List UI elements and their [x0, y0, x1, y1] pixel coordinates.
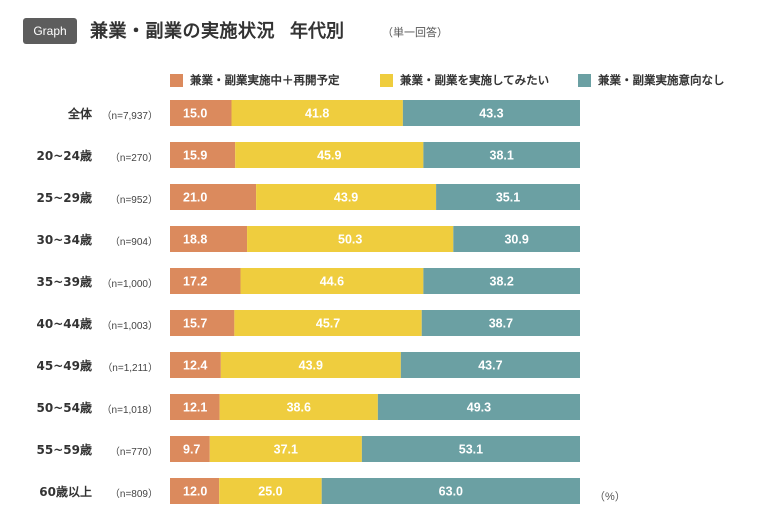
data-label: 38.7	[489, 317, 513, 331]
data-label: 38.6	[287, 401, 311, 415]
data-label: 45.7	[316, 317, 340, 331]
bar-segment	[402, 100, 580, 126]
data-label: 49.3	[467, 401, 491, 415]
category-label: 45~49歳	[36, 359, 92, 373]
bar-segment	[321, 478, 580, 504]
sample-size-label: （n=952）	[109, 195, 158, 206]
bar-segment	[170, 268, 241, 294]
sample-size-label: （n=1,003）	[101, 321, 158, 332]
bar-segment	[240, 268, 424, 294]
bar-segment	[170, 100, 232, 126]
category-label: 20~24歳	[36, 149, 92, 163]
sample-size-label: （n=770）	[109, 447, 158, 458]
data-label: 43.9	[299, 359, 323, 373]
sample-size-label: （n=270）	[109, 153, 158, 164]
data-label: 18.8	[183, 233, 207, 247]
bar-segment	[170, 310, 235, 336]
unit-label: （%）	[594, 491, 626, 503]
bar-segment	[170, 352, 221, 378]
category-label: 30~34歳	[36, 233, 92, 247]
data-label: 37.1	[274, 443, 298, 457]
chart-title: 兼業・副業の実施状況	[90, 21, 275, 42]
bar-segment	[423, 142, 580, 168]
data-label: 21.0	[183, 191, 207, 205]
bar-segment	[235, 142, 424, 168]
category-label: 55~59歳	[36, 443, 92, 457]
data-label: 17.2	[183, 275, 207, 289]
bar-segment	[170, 226, 248, 252]
data-label: 43.9	[334, 191, 358, 205]
category-label: 60歳以上	[39, 485, 92, 499]
legend-item-0: 兼業・副業実施中＋再開予定	[170, 72, 340, 88]
data-label: 43.7	[478, 359, 502, 373]
data-label: 12.0	[183, 485, 207, 499]
legend-label-1: 兼業・副業を実施してみたい	[400, 73, 550, 87]
chart-subtitle: 年代別	[290, 21, 344, 42]
data-label: 35.1	[496, 191, 520, 205]
bar-segment	[219, 394, 378, 420]
legend-label-0: 兼業・副業実施中＋再開予定	[190, 73, 340, 87]
bar-segment	[170, 184, 257, 210]
data-label: 12.1	[183, 401, 207, 415]
bar-segment	[170, 478, 220, 504]
legend-item-1: 兼業・副業を実施してみたい	[380, 72, 549, 88]
data-label: 44.6	[320, 275, 344, 289]
sample-size-label: （n=1,211）	[102, 363, 158, 374]
category-label: 35~39歳	[36, 275, 92, 289]
legend-swatch-1	[380, 73, 393, 87]
data-label: 15.0	[183, 107, 207, 121]
bar-segment	[436, 184, 580, 210]
data-label: 15.9	[183, 149, 207, 163]
category-label: 全体	[67, 107, 92, 121]
bar-segment	[421, 310, 580, 336]
data-label: 53.1	[459, 443, 483, 457]
category-label: 25~29歳	[36, 191, 92, 205]
bar-segment	[170, 436, 210, 462]
sample-size-label: （n=904）	[109, 237, 158, 248]
category-label: 50~54歳	[36, 401, 92, 415]
graph-badge: Graph	[23, 18, 77, 44]
data-label: 30.9	[504, 233, 528, 247]
bar-segment	[453, 226, 580, 252]
bar-segment	[423, 268, 580, 294]
data-label: 25.0	[258, 485, 282, 499]
bar-segment	[247, 226, 454, 252]
answer-type-note: （単一回答）	[382, 26, 448, 39]
bar-segment	[209, 436, 362, 462]
sample-size-label: （n=1,000）	[101, 279, 158, 290]
data-label: 38.1	[490, 149, 514, 163]
bar-segment	[256, 184, 437, 210]
bar-segment	[231, 100, 403, 126]
data-label: 38.2	[490, 275, 514, 289]
bar-segment	[170, 394, 220, 420]
data-label: 15.7	[183, 317, 207, 331]
legend-swatch-0	[170, 73, 183, 87]
sample-size-label: （n=809）	[109, 489, 158, 500]
bar-segment	[400, 352, 580, 378]
sample-size-label: （n=7,937）	[101, 111, 158, 122]
sample-size-label: （n=1,018）	[101, 405, 158, 416]
data-label: 43.3	[479, 107, 503, 121]
bar-segment	[219, 478, 322, 504]
bar-segment	[170, 142, 236, 168]
bar-segment	[361, 436, 580, 462]
legend-swatch-2	[578, 73, 591, 87]
data-label: 45.9	[317, 149, 341, 163]
legend-label-2: 兼業・副業実施意向なし	[598, 73, 725, 87]
data-label: 9.7	[183, 443, 200, 457]
data-label: 63.0	[439, 485, 463, 499]
category-label: 40~44歳	[36, 317, 92, 331]
bar-segment	[234, 310, 422, 336]
bar-segment	[220, 352, 401, 378]
legend-item-2: 兼業・副業実施意向なし	[578, 72, 725, 88]
data-label: 12.4	[183, 359, 207, 373]
data-label: 50.3	[338, 233, 362, 247]
data-label: 41.8	[305, 107, 329, 121]
bar-segment	[377, 394, 580, 420]
